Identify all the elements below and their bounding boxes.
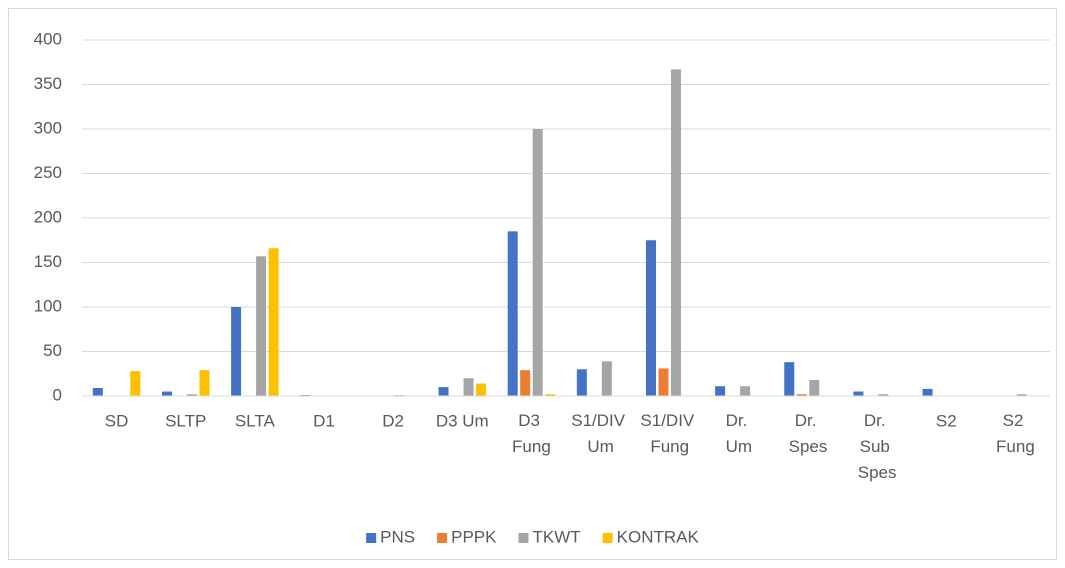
x-tick-label: D1 (313, 411, 335, 430)
bar (186, 394, 197, 396)
legend-label: TKWT (532, 527, 580, 546)
bar (532, 129, 543, 396)
y-tick-label: 250 (34, 163, 62, 182)
bar (545, 394, 556, 396)
bar (601, 361, 612, 396)
x-tick-label: SD (105, 411, 129, 430)
bar (853, 391, 864, 396)
bar (740, 386, 751, 396)
legend-swatch (602, 533, 613, 543)
bar (645, 240, 656, 396)
legend-label: PPPK (451, 527, 497, 546)
legend-label: PNS (380, 527, 415, 546)
y-tick-label: 50 (43, 341, 62, 360)
x-tick-label: S1/DIV Um (571, 411, 630, 456)
bar (256, 256, 267, 396)
legend-swatch (366, 533, 377, 543)
bar (809, 379, 820, 396)
bar (199, 370, 210, 396)
bar (670, 69, 681, 397)
bar (92, 387, 103, 396)
bar (576, 369, 587, 396)
bar (438, 387, 449, 396)
y-tick-label: 400 (34, 29, 62, 48)
bar (520, 370, 531, 396)
x-tick-label: S1/DIV Fung (640, 411, 699, 456)
bar (878, 394, 889, 396)
bar (130, 371, 141, 396)
y-tick-label: 0 (53, 385, 62, 404)
y-tick-label: 200 (34, 207, 62, 226)
legend-label: KONTRAK (617, 527, 700, 546)
y-tick-label: 300 (34, 118, 62, 137)
x-tick-label: D2 (382, 411, 404, 430)
x-tick-label: D3 Fung (512, 411, 551, 456)
bar (658, 368, 669, 396)
x-tick-label: Dr. Um (726, 411, 752, 456)
y-tick-label: 350 (34, 74, 62, 93)
bar (1016, 394, 1027, 396)
x-tick-label: Dr. Spes (789, 411, 828, 456)
bar (161, 391, 172, 396)
bar (796, 394, 807, 396)
legend: PNS PPPK TKWT KONTRAK (366, 527, 699, 546)
chart-border (8, 8, 1057, 560)
bar (922, 388, 933, 396)
x-tick-label: S2 (936, 411, 957, 430)
legend-swatch (518, 533, 529, 543)
x-tick-label: Dr. Sub Spes (858, 411, 897, 482)
bar (231, 307, 242, 396)
y-tick-label: 150 (34, 252, 62, 271)
bar (463, 378, 474, 396)
bar (715, 386, 726, 396)
y-tick-label: 100 (34, 296, 62, 315)
bar (507, 231, 518, 396)
bar (268, 248, 279, 396)
bar (476, 383, 487, 396)
legend-swatch (437, 533, 448, 543)
x-tick-label: S2 Fung (996, 411, 1035, 456)
x-tick-label: D3 Um (436, 411, 489, 430)
bar (784, 362, 795, 396)
x-tick-label: SLTA (235, 411, 276, 430)
x-tick-label: SLTP (165, 411, 206, 430)
